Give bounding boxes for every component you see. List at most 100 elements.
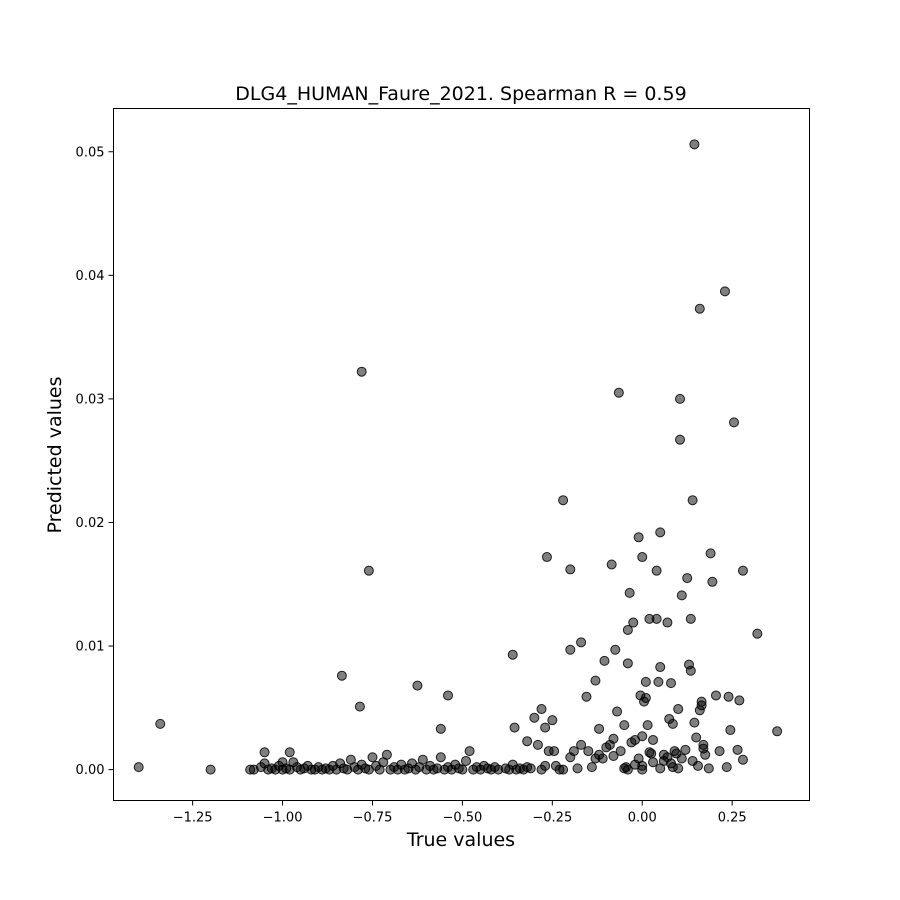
data-point — [728, 417, 739, 428]
data-point — [565, 564, 576, 575]
data-point — [205, 764, 216, 775]
data-point — [637, 764, 648, 775]
data-point — [651, 565, 662, 576]
data-point — [606, 559, 617, 570]
data-point — [565, 644, 576, 655]
data-point — [461, 755, 471, 766]
data-point — [723, 691, 734, 702]
x-axis-label: True values — [406, 829, 515, 851]
data-point — [417, 754, 428, 765]
data-point — [698, 743, 709, 754]
data-point — [772, 726, 783, 737]
data-point — [576, 739, 587, 750]
y-tick-label: 0.04 — [76, 269, 105, 284]
y-tick-label: 0.02 — [76, 516, 105, 531]
data-point — [658, 749, 669, 760]
y-tick-label: 0.05 — [76, 145, 105, 160]
data-point — [737, 754, 748, 765]
data-point — [676, 590, 687, 601]
data-point — [710, 690, 721, 701]
data-point — [648, 734, 659, 745]
data-point — [685, 665, 696, 676]
data-point — [637, 552, 648, 563]
data-point — [541, 552, 552, 563]
data-point — [259, 747, 270, 758]
data-point — [691, 732, 702, 743]
data-point — [532, 739, 543, 750]
data-point — [662, 617, 673, 628]
data-point — [540, 722, 551, 733]
x-tick-label: −1.25 — [173, 811, 213, 826]
data-point — [705, 548, 716, 559]
data-point — [367, 752, 378, 763]
data-point — [356, 366, 367, 377]
data-point — [590, 753, 601, 764]
data-point — [522, 736, 533, 747]
data-point — [381, 749, 392, 760]
data-point — [696, 700, 707, 711]
data-point — [675, 393, 686, 404]
data-point — [568, 746, 579, 757]
data-point — [354, 701, 365, 712]
data-point — [689, 139, 700, 150]
x-tick-label: −0.50 — [442, 811, 482, 826]
data-point — [725, 725, 736, 736]
x-tick-label: −0.25 — [532, 811, 572, 826]
data-point — [457, 764, 468, 775]
data-point — [673, 704, 684, 715]
data-point — [648, 757, 659, 768]
data-point — [685, 613, 696, 624]
data-point — [549, 746, 560, 757]
data-point — [628, 617, 639, 628]
data-point — [626, 737, 637, 748]
data-point — [622, 658, 633, 669]
data-point — [412, 680, 423, 691]
data-point — [644, 747, 655, 758]
data-point — [689, 717, 700, 728]
data-point — [610, 644, 621, 655]
data-point — [693, 760, 703, 771]
data-point — [583, 746, 594, 757]
data-point — [464, 746, 475, 757]
data-point — [529, 712, 540, 723]
data-point — [547, 715, 558, 726]
data-point — [737, 565, 748, 576]
data-point — [642, 720, 653, 731]
data-point — [666, 678, 677, 689]
data-point — [714, 746, 725, 757]
data-point — [675, 434, 686, 445]
data-point — [613, 387, 624, 398]
data-point — [682, 573, 693, 584]
data-point — [640, 692, 651, 703]
y-axis-label: Predicted values — [44, 376, 66, 533]
y-tick-label: 0.00 — [76, 763, 105, 778]
data-point — [558, 495, 569, 506]
data-point — [443, 690, 454, 701]
points-layer — [133, 139, 783, 775]
data-point — [667, 762, 678, 773]
data-point — [572, 763, 583, 774]
data-point — [435, 723, 446, 734]
data-point — [752, 628, 763, 639]
x-tick-label: 0.25 — [718, 811, 747, 826]
data-point — [687, 495, 698, 506]
data-point — [581, 691, 592, 702]
data-point — [624, 587, 635, 598]
data-point — [734, 695, 745, 706]
data-point — [640, 676, 651, 687]
data-point — [590, 675, 601, 686]
data-point — [619, 720, 630, 731]
y-axis: 0.00 0.01 0.02 0.03 0.04 0.05 — [76, 145, 114, 778]
data-point — [594, 723, 605, 734]
data-point — [536, 764, 547, 775]
data-point — [507, 649, 518, 660]
data-point — [667, 718, 678, 729]
chart-title: DLG4_HUMAN_Faure_2021. Spearman R = 0.59 — [235, 83, 686, 105]
x-tick-label: −1.00 — [263, 811, 303, 826]
data-point — [721, 762, 732, 773]
data-point — [284, 747, 295, 758]
data-point — [621, 762, 632, 773]
data-point — [363, 565, 374, 576]
data-point — [509, 722, 520, 733]
